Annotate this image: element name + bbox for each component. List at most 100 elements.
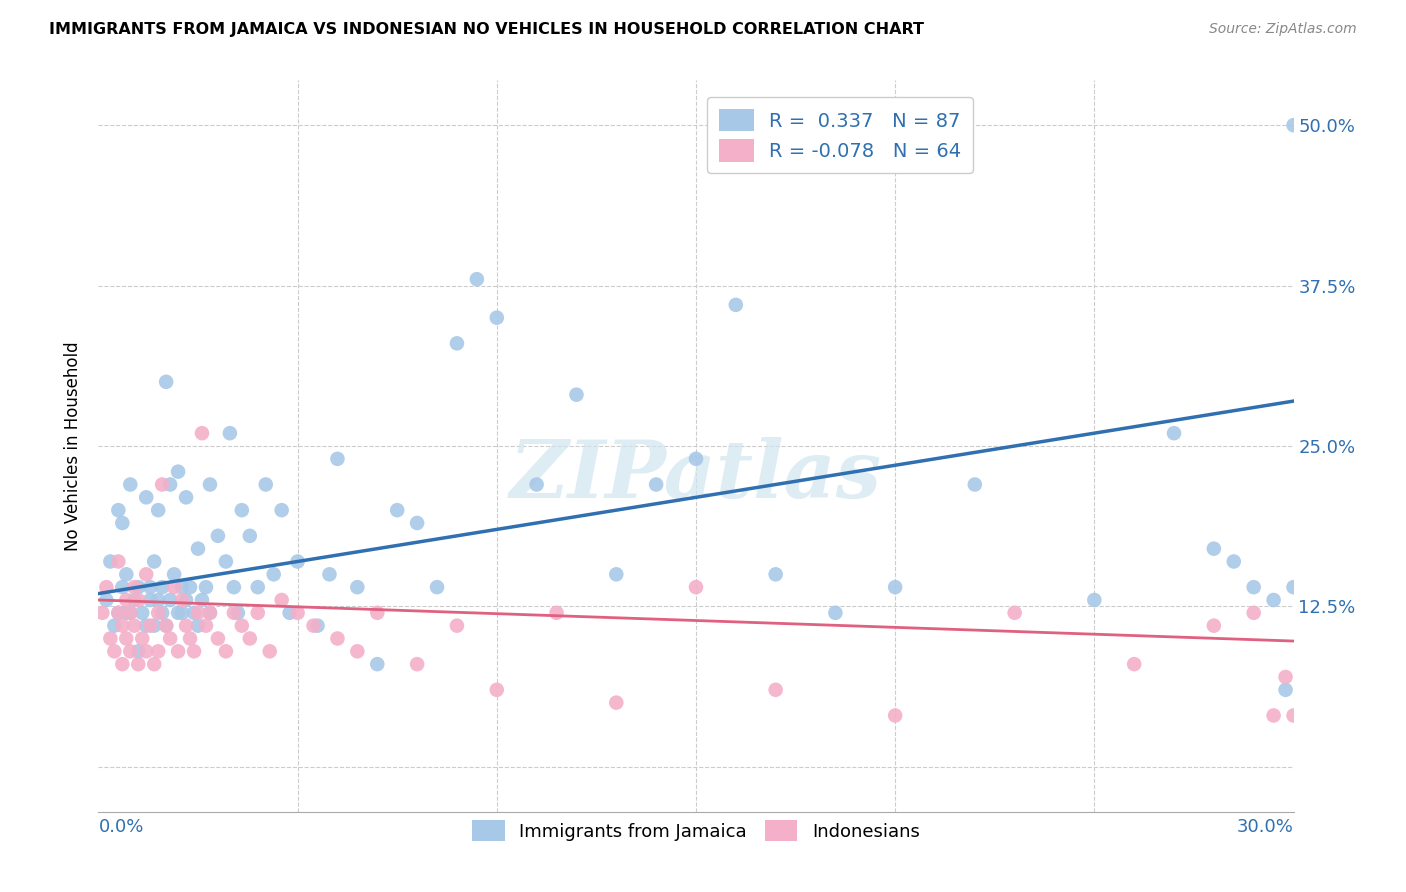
Point	[685, 451, 707, 466]
Point	[120, 606, 142, 620]
Point	[155, 618, 177, 632]
Point	[148, 606, 170, 620]
Point	[1282, 708, 1305, 723]
Point	[150, 580, 173, 594]
Point	[131, 606, 153, 620]
Point	[884, 708, 907, 723]
Point	[143, 618, 166, 632]
Point	[127, 644, 149, 658]
Point	[287, 554, 309, 568]
Point	[231, 618, 253, 632]
Point	[605, 696, 627, 710]
Point	[135, 491, 157, 505]
Point	[148, 503, 170, 517]
Point	[246, 580, 269, 594]
Point	[103, 644, 125, 658]
Point	[111, 618, 134, 632]
Point	[187, 541, 209, 556]
Point	[135, 567, 157, 582]
Point	[131, 632, 153, 646]
Point	[219, 426, 242, 441]
Point	[187, 606, 209, 620]
Point	[346, 580, 368, 594]
Point	[150, 606, 173, 620]
Point	[150, 477, 173, 491]
Point	[103, 618, 125, 632]
Point	[111, 657, 134, 672]
Text: Source: ZipAtlas.com: Source: ZipAtlas.com	[1209, 22, 1357, 37]
Point	[172, 593, 194, 607]
Point	[1274, 682, 1296, 697]
Y-axis label: No Vehicles in Household: No Vehicles in Household	[65, 341, 83, 551]
Point	[120, 606, 142, 620]
Point	[215, 554, 238, 568]
Point	[172, 606, 194, 620]
Point	[259, 644, 281, 658]
Point	[1282, 118, 1305, 132]
Point	[1263, 708, 1285, 723]
Point	[226, 606, 249, 620]
Point	[107, 554, 129, 568]
Point	[239, 529, 262, 543]
Point	[366, 606, 388, 620]
Point	[135, 618, 157, 632]
Point	[446, 618, 468, 632]
Point	[107, 606, 129, 620]
Point	[127, 657, 149, 672]
Point	[91, 606, 114, 620]
Point	[191, 593, 214, 607]
Legend: Immigrants from Jamaica, Indonesians: Immigrants from Jamaica, Indonesians	[463, 812, 929, 850]
Point	[98, 554, 122, 568]
Text: 30.0%: 30.0%	[1237, 818, 1294, 836]
Point	[565, 387, 588, 401]
Point	[963, 477, 986, 491]
Point	[406, 516, 429, 530]
Text: IMMIGRANTS FROM JAMAICA VS INDONESIAN NO VEHICLES IN HOUSEHOLD CORRELATION CHART: IMMIGRANTS FROM JAMAICA VS INDONESIAN NO…	[49, 22, 924, 37]
Point	[198, 606, 221, 620]
Point	[1243, 606, 1265, 620]
Point	[120, 644, 142, 658]
Point	[485, 310, 508, 325]
Point	[155, 375, 177, 389]
Point	[254, 477, 277, 491]
Point	[426, 580, 449, 594]
Point	[179, 632, 201, 646]
Point	[148, 593, 170, 607]
Point	[326, 632, 349, 646]
Point	[207, 632, 229, 646]
Point	[159, 593, 181, 607]
Point	[195, 618, 218, 632]
Point	[246, 606, 269, 620]
Point	[1282, 580, 1305, 594]
Point	[526, 477, 548, 491]
Point	[1004, 606, 1026, 620]
Point	[1083, 593, 1105, 607]
Point	[884, 580, 907, 594]
Point	[270, 593, 292, 607]
Point	[270, 503, 292, 517]
Point	[159, 632, 181, 646]
Point	[406, 657, 429, 672]
Point	[174, 593, 197, 607]
Point	[485, 682, 508, 697]
Point	[167, 465, 190, 479]
Point	[195, 580, 218, 594]
Point	[115, 606, 138, 620]
Point	[1123, 657, 1146, 672]
Point	[115, 567, 138, 582]
Point	[124, 618, 146, 632]
Point	[174, 491, 197, 505]
Point	[143, 554, 166, 568]
Text: 0.0%: 0.0%	[98, 818, 143, 836]
Point	[385, 503, 409, 517]
Point	[346, 644, 368, 658]
Point	[263, 567, 285, 582]
Point	[139, 593, 162, 607]
Point	[302, 618, 325, 632]
Point	[183, 644, 205, 658]
Point	[163, 580, 186, 594]
Point	[1202, 618, 1225, 632]
Point	[139, 618, 162, 632]
Point	[278, 606, 301, 620]
Point	[1163, 426, 1185, 441]
